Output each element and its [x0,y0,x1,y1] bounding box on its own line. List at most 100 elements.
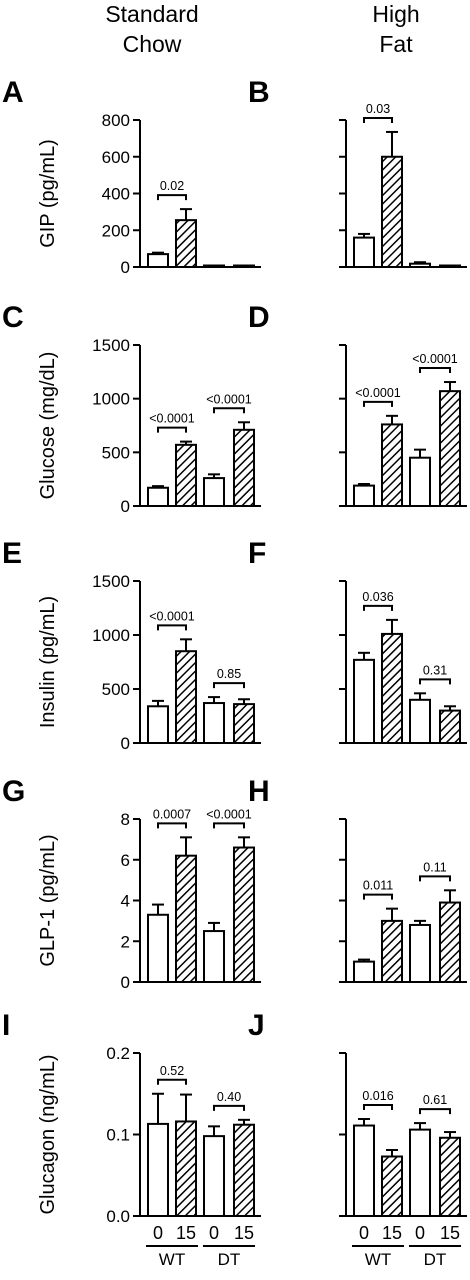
bar-b-0 [353,236,375,269]
bar-h-1 [381,919,403,983]
p-value-label-e-0: <0.0001 [149,609,195,623]
bar-g-3 [233,846,255,984]
bar-c-1 [175,443,197,508]
y-tick-label-i-1: 0.1 [106,1126,130,1145]
p-value-label-i-0: 0.52 [160,1064,184,1078]
y-tick-label-c-3: 1500 [92,336,130,355]
y-tick-label-g-0: 0 [121,973,130,992]
bar-j-3 [439,1136,461,1218]
p-value-label-c-1: <0.0001 [206,392,252,406]
p-value-label-g-0: 0.0007 [153,807,191,821]
bar-c-0 [147,486,169,507]
significance-bracket-j-0 [363,1104,393,1111]
significance-bracket-c-0 [157,426,187,433]
p-value-label-a-0: 0.02 [160,179,184,193]
x-label-left-wt-15: 15 [176,1223,196,1243]
significance-bracket-e-1 [213,682,245,689]
column-header-right-line1: High [372,1,419,27]
panel-letter-h: H [248,775,270,808]
x-label-right-wt-0: 0 [359,1223,369,1243]
x-label-left-wt-0: 0 [153,1223,163,1243]
panel-c: C 0 500 1000 1500 Glucose (mg/dL) <0.0001 <0.00… [2,301,261,516]
y-tick-label-i-2: 0.2 [106,1044,130,1063]
bar-i-3 [233,1123,255,1217]
p-value-label-f-0: 0.036 [362,590,393,604]
significance-bracket-i-1 [213,1104,245,1111]
x-label-left-dt-0: 0 [209,1223,219,1243]
bar-f-0 [353,658,375,745]
significance-bracket-j-1 [419,1108,451,1115]
bar-b-1 [381,155,403,268]
y-axis-label-e: Insulin (pg/mL) [37,596,59,728]
significance-bracket-e-0 [157,624,187,631]
y-tick-label-a-2: 400 [102,185,130,204]
p-value-label-c-0: <0.0001 [149,412,195,426]
bar-h-2 [409,923,431,984]
panel-b: B 0.03 [248,76,467,269]
p-value-label-e-1: 0.85 [217,667,241,681]
y-tick-label-c-1: 500 [102,443,130,462]
p-value-label-j-1: 0.61 [423,1093,447,1107]
bar-g-1 [175,854,197,983]
significance-bracket-a-0 [157,194,187,201]
panel-letter-g: G [2,775,25,808]
y-axis-label-c: Glucose (mg/dL) [37,352,59,500]
bar-j-1 [381,1155,403,1218]
panel-letter-d: D [248,301,270,334]
panel-letter-i: I [2,1009,10,1042]
bar-b-2 [409,262,431,269]
y-axis-label-g: GLP-1 (pg/mL) [37,834,59,966]
bar-a-2 [203,264,225,268]
bar-i-0 [147,1122,169,1218]
y-tick-label-a-0: 0 [121,258,130,277]
p-value-label-h-1: 0.11 [423,860,446,874]
y-axis-label-i: Glucagon (ng/mL) [37,1054,59,1214]
panel-h: H 0.011 0.11 [248,775,467,984]
panel-j: J 0.016 0.61 [248,1009,467,1218]
bar-j-0 [353,1124,375,1218]
bar-d-2 [409,456,431,508]
panel-d: D <0.0001 <0.0001 [248,301,467,508]
x-group-label-right-dt: DT [424,1250,447,1269]
x-group-label-right-wt: WT [365,1250,391,1269]
significance-bracket-f-1 [419,678,451,685]
y-tick-label-e-3: 1500 [92,572,130,591]
bar-j-2 [409,1128,431,1217]
x-label-right-dt-0: 0 [415,1223,425,1243]
y-tick-label-a-4: 800 [102,111,130,130]
p-value-label-d-1: <0.0001 [412,352,458,366]
x-group-label-left-dt: DT [218,1250,241,1269]
bar-h-3 [439,901,461,983]
significance-bracket-d-0 [363,400,393,407]
y-tick-label-e-0: 0 [121,734,130,753]
p-value-label-b-0: 0.03 [366,102,390,116]
column-header-right-line2: Fat [379,31,413,57]
y-tick-label-e-1: 500 [102,680,130,699]
significance-bracket-g-0 [157,822,187,829]
bar-f-3 [439,709,461,744]
p-value-label-i-1: 0.40 [217,1090,241,1104]
column-header-left-line1: Standard [105,1,198,27]
bar-d-1 [381,423,403,507]
bar-e-0 [147,705,169,745]
y-tick-label-g-3: 6 [121,851,130,870]
bar-b-3 [439,264,461,268]
significance-bracket-i-0 [157,1078,187,1085]
y-tick-label-a-1: 200 [102,221,130,240]
y-tick-label-c-2: 1000 [92,390,130,409]
y-tick-label-g-2: 4 [121,892,130,911]
y-axis-label-a: GIP (pg/mL) [37,139,59,248]
bar-f-2 [409,698,431,744]
x-group-label-left-wt: WT [159,1250,185,1269]
bar-h-0 [353,960,375,983]
significance-bracket-d-1 [419,367,451,374]
significance-bracket-h-1 [419,875,451,882]
panel-e: E 0 500 1000 1500 Insulin (pg/mL) <0.0001 0.85 [2,537,261,753]
p-value-label-f-1: 0.31 [423,663,447,677]
significance-bracket-b-0 [363,116,393,123]
y-tick-label-g-4: 8 [121,810,130,829]
bar-a-0 [147,253,169,268]
column-header-left-line2: Chow [123,31,182,57]
panel-letter-b: B [248,76,270,109]
